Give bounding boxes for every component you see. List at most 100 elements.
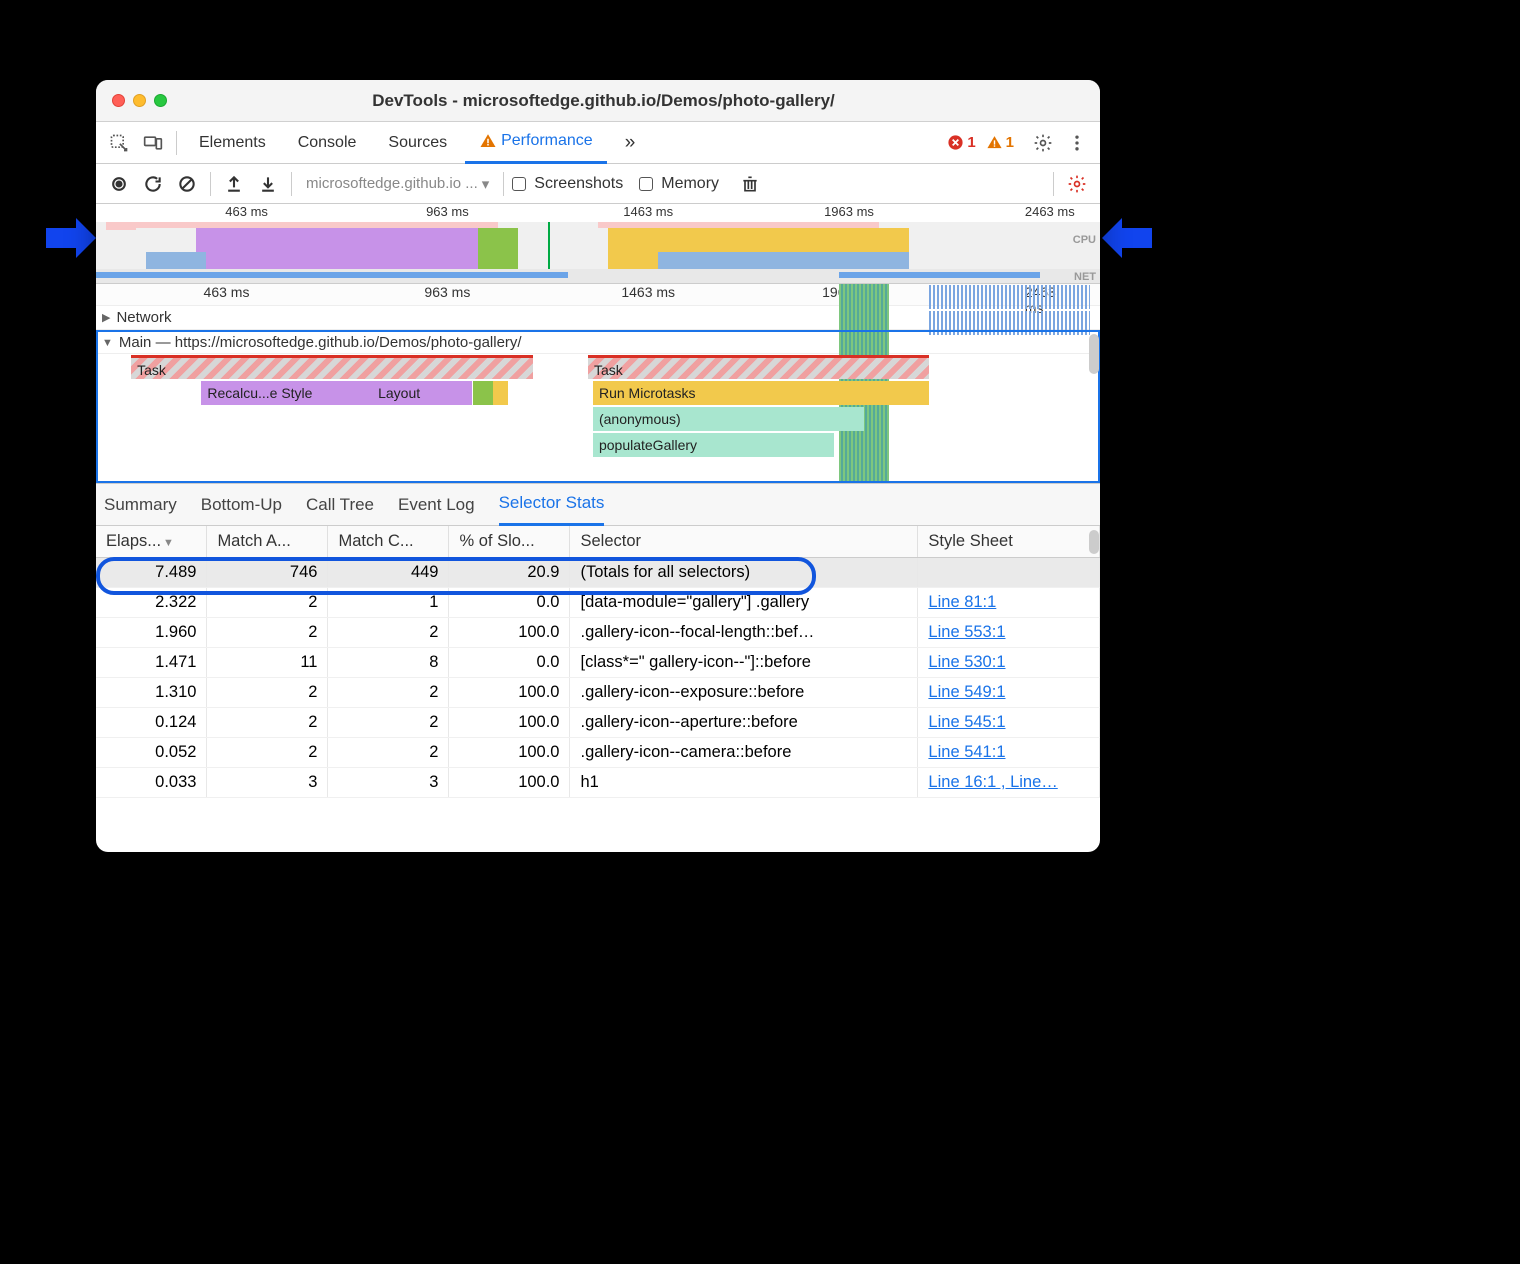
tabs-overflow[interactable]: » xyxy=(611,122,650,164)
column-header[interactable]: Elaps...▼ xyxy=(96,526,207,558)
cell: 3 xyxy=(207,768,328,798)
table-row[interactable]: 0.12422100.0.gallery-icon--aperture::bef… xyxy=(96,708,1100,738)
cell: 8 xyxy=(328,648,449,678)
cell: 11 xyxy=(207,648,328,678)
detail-tabs: Summary Bottom-Up Call Tree Event Log Select… xyxy=(96,484,1100,526)
column-header[interactable]: % of Slo... xyxy=(449,526,570,558)
inspect-icon[interactable] xyxy=(104,128,134,158)
collapse-icon: ▼ xyxy=(102,337,113,349)
more-icon[interactable] xyxy=(1062,128,1092,158)
cell: 100.0 xyxy=(449,738,570,768)
tab-performance[interactable]: Performance xyxy=(465,122,607,164)
table-row[interactable]: 1.31022100.0.gallery-icon--exposure::bef… xyxy=(96,678,1100,708)
flame-entry[interactable]: Recalcu...e Style xyxy=(201,381,372,405)
upload-icon[interactable] xyxy=(219,169,249,199)
stylesheet-link[interactable]: Line 545:1 xyxy=(928,713,1005,731)
settings-icon[interactable] xyxy=(1028,128,1058,158)
cell: 2 xyxy=(328,738,449,768)
stylesheet-link[interactable]: Line 16:1 , Line… xyxy=(928,773,1057,791)
cell xyxy=(918,558,1100,588)
tick-label: 1963 ms xyxy=(824,204,874,219)
selector-cell: [data-module="gallery"] .gallery xyxy=(570,588,918,618)
tick-label: 963 ms xyxy=(424,284,470,300)
tick-label: 963 ms xyxy=(426,204,469,219)
profile-url-dropdown[interactable]: microsoftedge.github.io ... ▾ xyxy=(300,175,495,193)
column-header[interactable]: Style Sheet xyxy=(918,526,1100,558)
selector-stats-table: Elaps...▼Match A...Match C...% of Slo...… xyxy=(96,526,1100,798)
selector-cell: .gallery-icon--exposure::before xyxy=(570,678,918,708)
traffic-lights xyxy=(112,94,167,107)
download-icon[interactable] xyxy=(253,169,283,199)
flame-entry[interactable]: (anonymous) xyxy=(593,407,864,431)
detail-tab-call-tree[interactable]: Call Tree xyxy=(306,484,374,526)
record-icon[interactable] xyxy=(104,169,134,199)
selector-cell: .gallery-icon--focal-length::bef… xyxy=(570,618,918,648)
selector-cell: [class*=" gallery-icon--"]::before xyxy=(570,648,918,678)
cell: 0.052 xyxy=(96,738,207,768)
reload-record-icon[interactable] xyxy=(138,169,168,199)
memory-label: Memory xyxy=(661,175,719,193)
flame-entry[interactable] xyxy=(493,381,508,405)
cell: 2 xyxy=(207,678,328,708)
close-window[interactable] xyxy=(112,94,125,107)
flame-entry[interactable] xyxy=(473,381,493,405)
table-row[interactable]: 0.05222100.0.gallery-icon--camera::befor… xyxy=(96,738,1100,768)
flame-chart[interactable]: TaskTaskRecalcu...e StyleLayoutRun Micro… xyxy=(96,354,1100,458)
stylesheet-link[interactable]: Line 541:1 xyxy=(928,743,1005,761)
flame-entry[interactable]: Run Microtasks xyxy=(593,381,929,405)
table-row[interactable]: 2.322210.0[data-module="gallery"] .galle… xyxy=(96,588,1100,618)
warning-triangle-icon xyxy=(479,132,497,150)
collect-garbage-icon[interactable] xyxy=(735,169,765,199)
cell: 2 xyxy=(207,738,328,768)
capture-settings-icon[interactable] xyxy=(1062,169,1092,199)
column-header[interactable]: Match A... xyxy=(207,526,328,558)
tick-label: 1463 ms xyxy=(623,204,673,219)
scrollbar[interactable] xyxy=(1089,334,1099,374)
cell: 746 xyxy=(207,558,328,588)
devtools-window: DevTools - microsoftedge.github.io/Demos… xyxy=(96,80,1100,852)
flame-entry[interactable]: Layout xyxy=(372,381,472,405)
detail-tab-summary[interactable]: Summary xyxy=(104,484,177,526)
annotation-arrow-left xyxy=(46,218,96,258)
cell: 0.0 xyxy=(449,648,570,678)
stylesheet-link[interactable]: Line 549:1 xyxy=(928,683,1005,701)
cell: 100.0 xyxy=(449,708,570,738)
memory-checkbox[interactable] xyxy=(639,177,653,191)
cell: 2 xyxy=(207,588,328,618)
error-count[interactable]: 1 xyxy=(947,134,975,151)
tab-elements[interactable]: Elements xyxy=(185,122,280,164)
cell: Line 553:1 xyxy=(918,618,1100,648)
network-section-label: Network xyxy=(116,309,171,326)
timeline-pane[interactable]: 463 ms963 ms1463 ms1963 ms2463 ms ▶ Netw… xyxy=(96,284,1100,484)
tab-performance-label: Performance xyxy=(501,132,593,150)
detail-tab-event-log[interactable]: Event Log xyxy=(398,484,475,526)
detail-tab-selector-stats[interactable]: Selector Stats xyxy=(499,484,605,526)
screenshots-checkbox[interactable] xyxy=(512,177,526,191)
stylesheet-link[interactable]: Line 553:1 xyxy=(928,623,1005,641)
table-row[interactable]: 0.03333100.0h1Line 16:1 , Line… xyxy=(96,768,1100,798)
tick-label: 1463 ms xyxy=(621,284,675,300)
stylesheet-link[interactable]: Line 81:1 xyxy=(928,593,996,611)
minimize-window[interactable] xyxy=(133,94,146,107)
clear-icon[interactable] xyxy=(172,169,202,199)
tab-sources[interactable]: Sources xyxy=(374,122,461,164)
table-row[interactable]: 1.96022100.0.gallery-icon--focal-length:… xyxy=(96,618,1100,648)
column-header[interactable]: Selector xyxy=(570,526,918,558)
table-scrollbar[interactable] xyxy=(1089,530,1099,554)
detail-tab-bottom-up[interactable]: Bottom-Up xyxy=(201,484,282,526)
zoom-window[interactable] xyxy=(154,94,167,107)
stylesheet-link[interactable]: Line 530:1 xyxy=(928,653,1005,671)
table-row[interactable]: 1.4711180.0[class*=" gallery-icon--"]::b… xyxy=(96,648,1100,678)
flame-entry[interactable]: Task xyxy=(588,355,929,379)
cell: 2 xyxy=(328,708,449,738)
table-row[interactable]: 7.48974644920.9(Totals for all selectors… xyxy=(96,558,1100,588)
warning-count[interactable]: 1 xyxy=(986,134,1014,151)
flame-entry[interactable]: Task xyxy=(131,355,533,379)
tab-console[interactable]: Console xyxy=(284,122,371,164)
overview-pane[interactable]: 463 ms963 ms1463 ms1963 ms2463 ms CPU NE… xyxy=(96,204,1100,284)
panel-tabs: Elements Console Sources Performance » 1… xyxy=(96,122,1100,164)
column-header[interactable]: Match C... xyxy=(328,526,449,558)
performance-toolbar: microsoftedge.github.io ... ▾ Screenshot… xyxy=(96,164,1100,204)
flame-entry[interactable]: populateGallery xyxy=(593,433,834,457)
device-toggle-icon[interactable] xyxy=(138,128,168,158)
